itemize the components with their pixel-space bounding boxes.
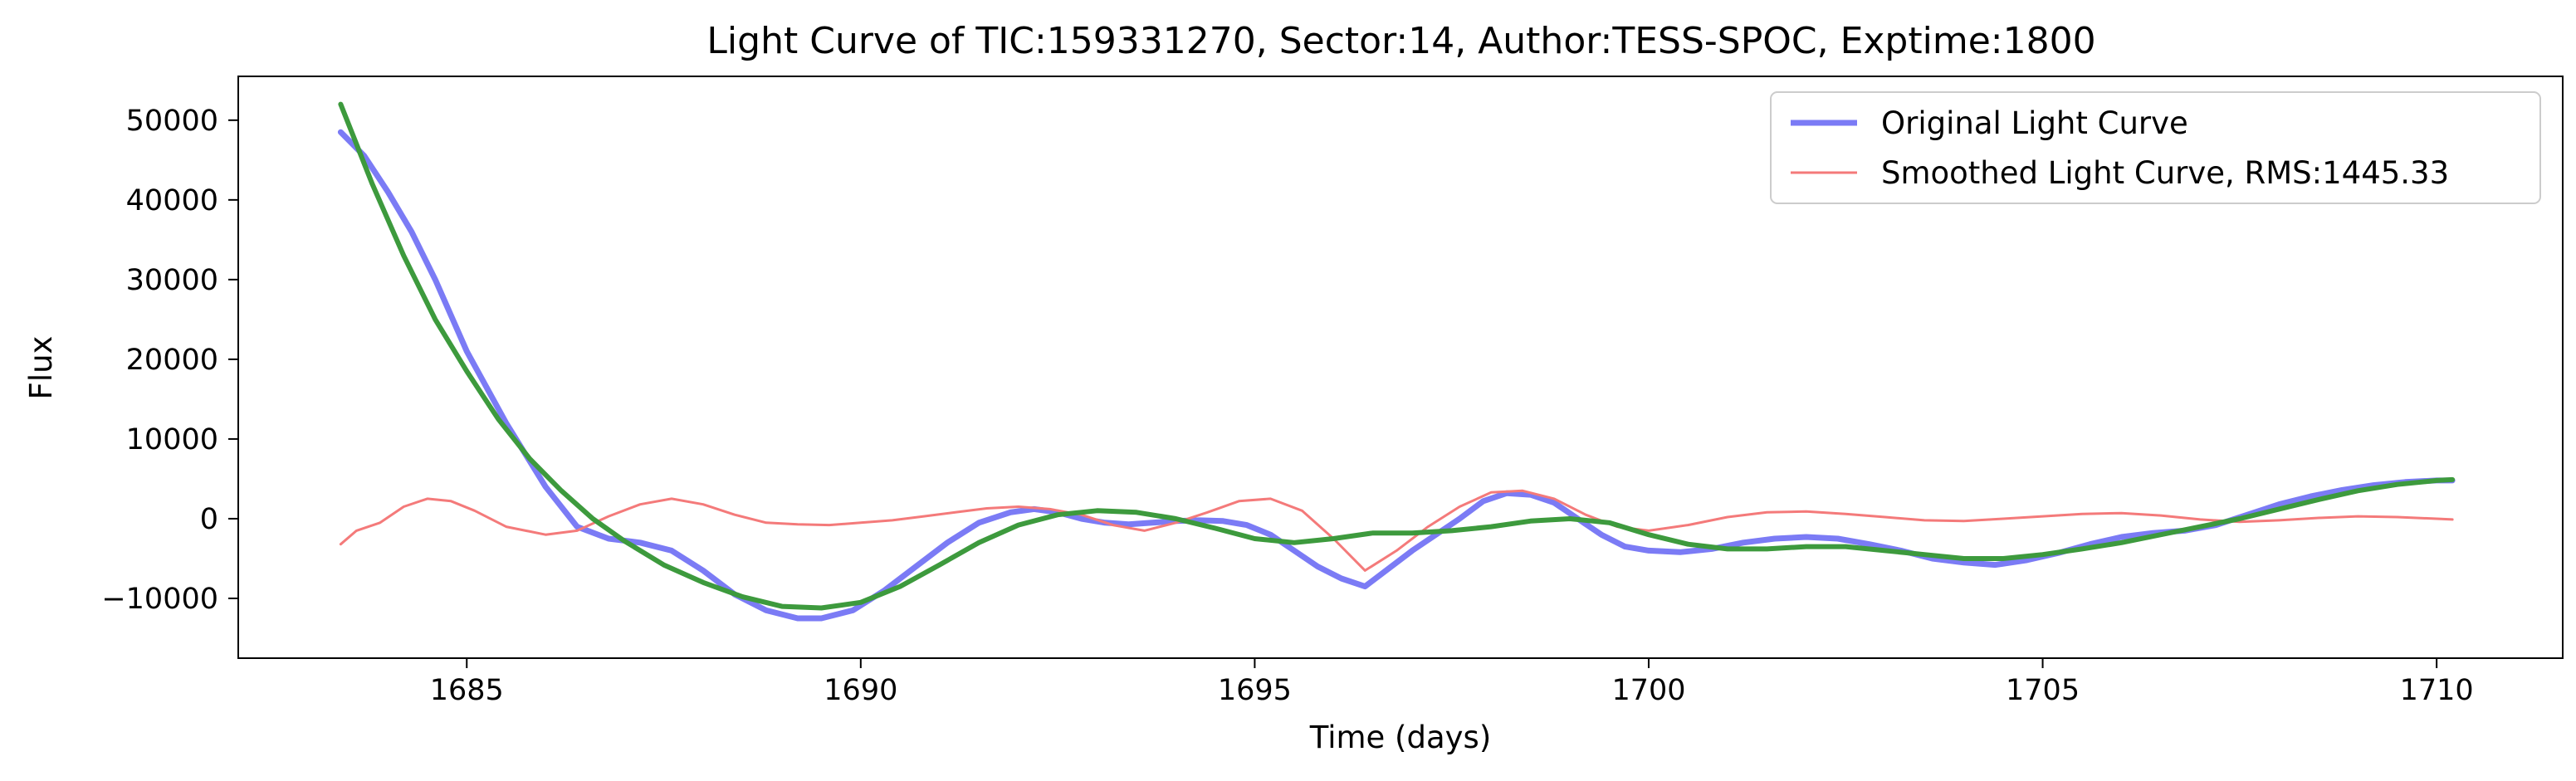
x-axis: 1685 1690 1695 1700 1705 1710 <box>430 658 2474 707</box>
y-tick-label: 50000 <box>126 105 218 138</box>
x-tick-label: 1685 <box>430 674 504 707</box>
y-tick-label: 0 <box>200 503 218 536</box>
y-tick-label: 10000 <box>126 423 218 456</box>
series-line-original <box>337 129 2456 622</box>
series-layer <box>337 101 2456 622</box>
x-tick-label: 1705 <box>2006 674 2080 707</box>
series-line-fit <box>338 101 2456 611</box>
legend-box <box>1770 91 2541 204</box>
x-tick-label: 1700 <box>1611 674 1685 707</box>
legend: Original Light Curve Smoothed Light Curv… <box>1770 91 2541 204</box>
y-tick-label: 20000 <box>126 344 218 377</box>
chart-title: Light Curve of TIC:159331270, Sector:14,… <box>706 20 2095 62</box>
x-axis-label: Time (days) <box>1309 720 1492 755</box>
y-axis-label: Flux <box>23 336 59 400</box>
x-tick-label: 1690 <box>824 674 897 707</box>
series-line-smoothed <box>339 489 2454 572</box>
plot-frame <box>237 76 2564 659</box>
x-tick-label: 1695 <box>1218 674 1292 707</box>
legend-label-smoothed: Smoothed Light Curve, RMS:1445.33 <box>1881 155 2449 191</box>
y-tick-label: 40000 <box>126 184 218 217</box>
y-tick-label: 30000 <box>126 264 218 297</box>
y-axis: −10000 0 10000 20000 30000 40000 50000 <box>101 105 238 616</box>
y-tick-label: −10000 <box>101 583 218 616</box>
x-tick-label: 1710 <box>2400 674 2474 707</box>
legend-label-original: Original Light Curve <box>1881 105 2188 141</box>
